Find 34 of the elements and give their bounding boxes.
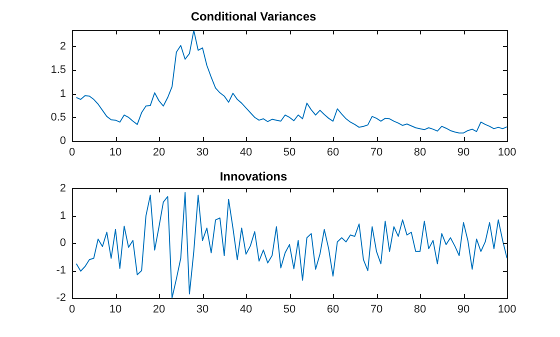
x-tick-label: 10 — [109, 304, 122, 316]
y-tick-label: 2 — [60, 182, 66, 194]
x-tick-label: 90 — [457, 146, 470, 159]
y-tick-label: 1.5 — [50, 64, 66, 76]
y-tick-label: -2 — [56, 292, 66, 304]
x-tick-label: 50 — [283, 146, 296, 159]
x-tick-label: 40 — [240, 304, 252, 316]
y-tick-label: 1 — [60, 88, 66, 100]
chart-title: Innovations — [220, 170, 288, 184]
x-tick-label: 60 — [326, 304, 340, 316]
x-tick-label: 90 — [457, 304, 470, 316]
x-tick-label: 10 — [109, 146, 122, 159]
x-tick-label: 0 — [68, 146, 76, 159]
y-tick-label: 0.5 — [50, 111, 66, 124]
x-tick-label: 70 — [370, 304, 383, 316]
x-tick-label: 70 — [370, 146, 383, 159]
x-tick-label: 60 — [326, 146, 340, 159]
chart-title: Conditional Variances — [190, 10, 317, 24]
y-tick-label: 0 — [60, 237, 66, 250]
x-tick-label: 20 — [152, 304, 166, 316]
y-tick-label: 2 — [60, 40, 66, 52]
x-tick-label: 80 — [414, 146, 426, 159]
x-tick-label: 100 — [498, 146, 516, 159]
y-tick-label: 1 — [60, 210, 66, 222]
x-tick-label: 30 — [196, 146, 209, 159]
x-tick-label: 100 — [498, 304, 516, 316]
y-tick-label: -1 — [56, 264, 66, 277]
x-tick-label: 30 — [196, 304, 209, 316]
x-tick-label: 40 — [240, 146, 252, 159]
x-tick-label: 20 — [152, 146, 166, 159]
x-tick-label: 50 — [283, 304, 296, 316]
x-tick-label: 0 — [68, 304, 76, 316]
x-tick-label: 80 — [414, 304, 426, 316]
y-tick-label: 0 — [60, 135, 66, 148]
